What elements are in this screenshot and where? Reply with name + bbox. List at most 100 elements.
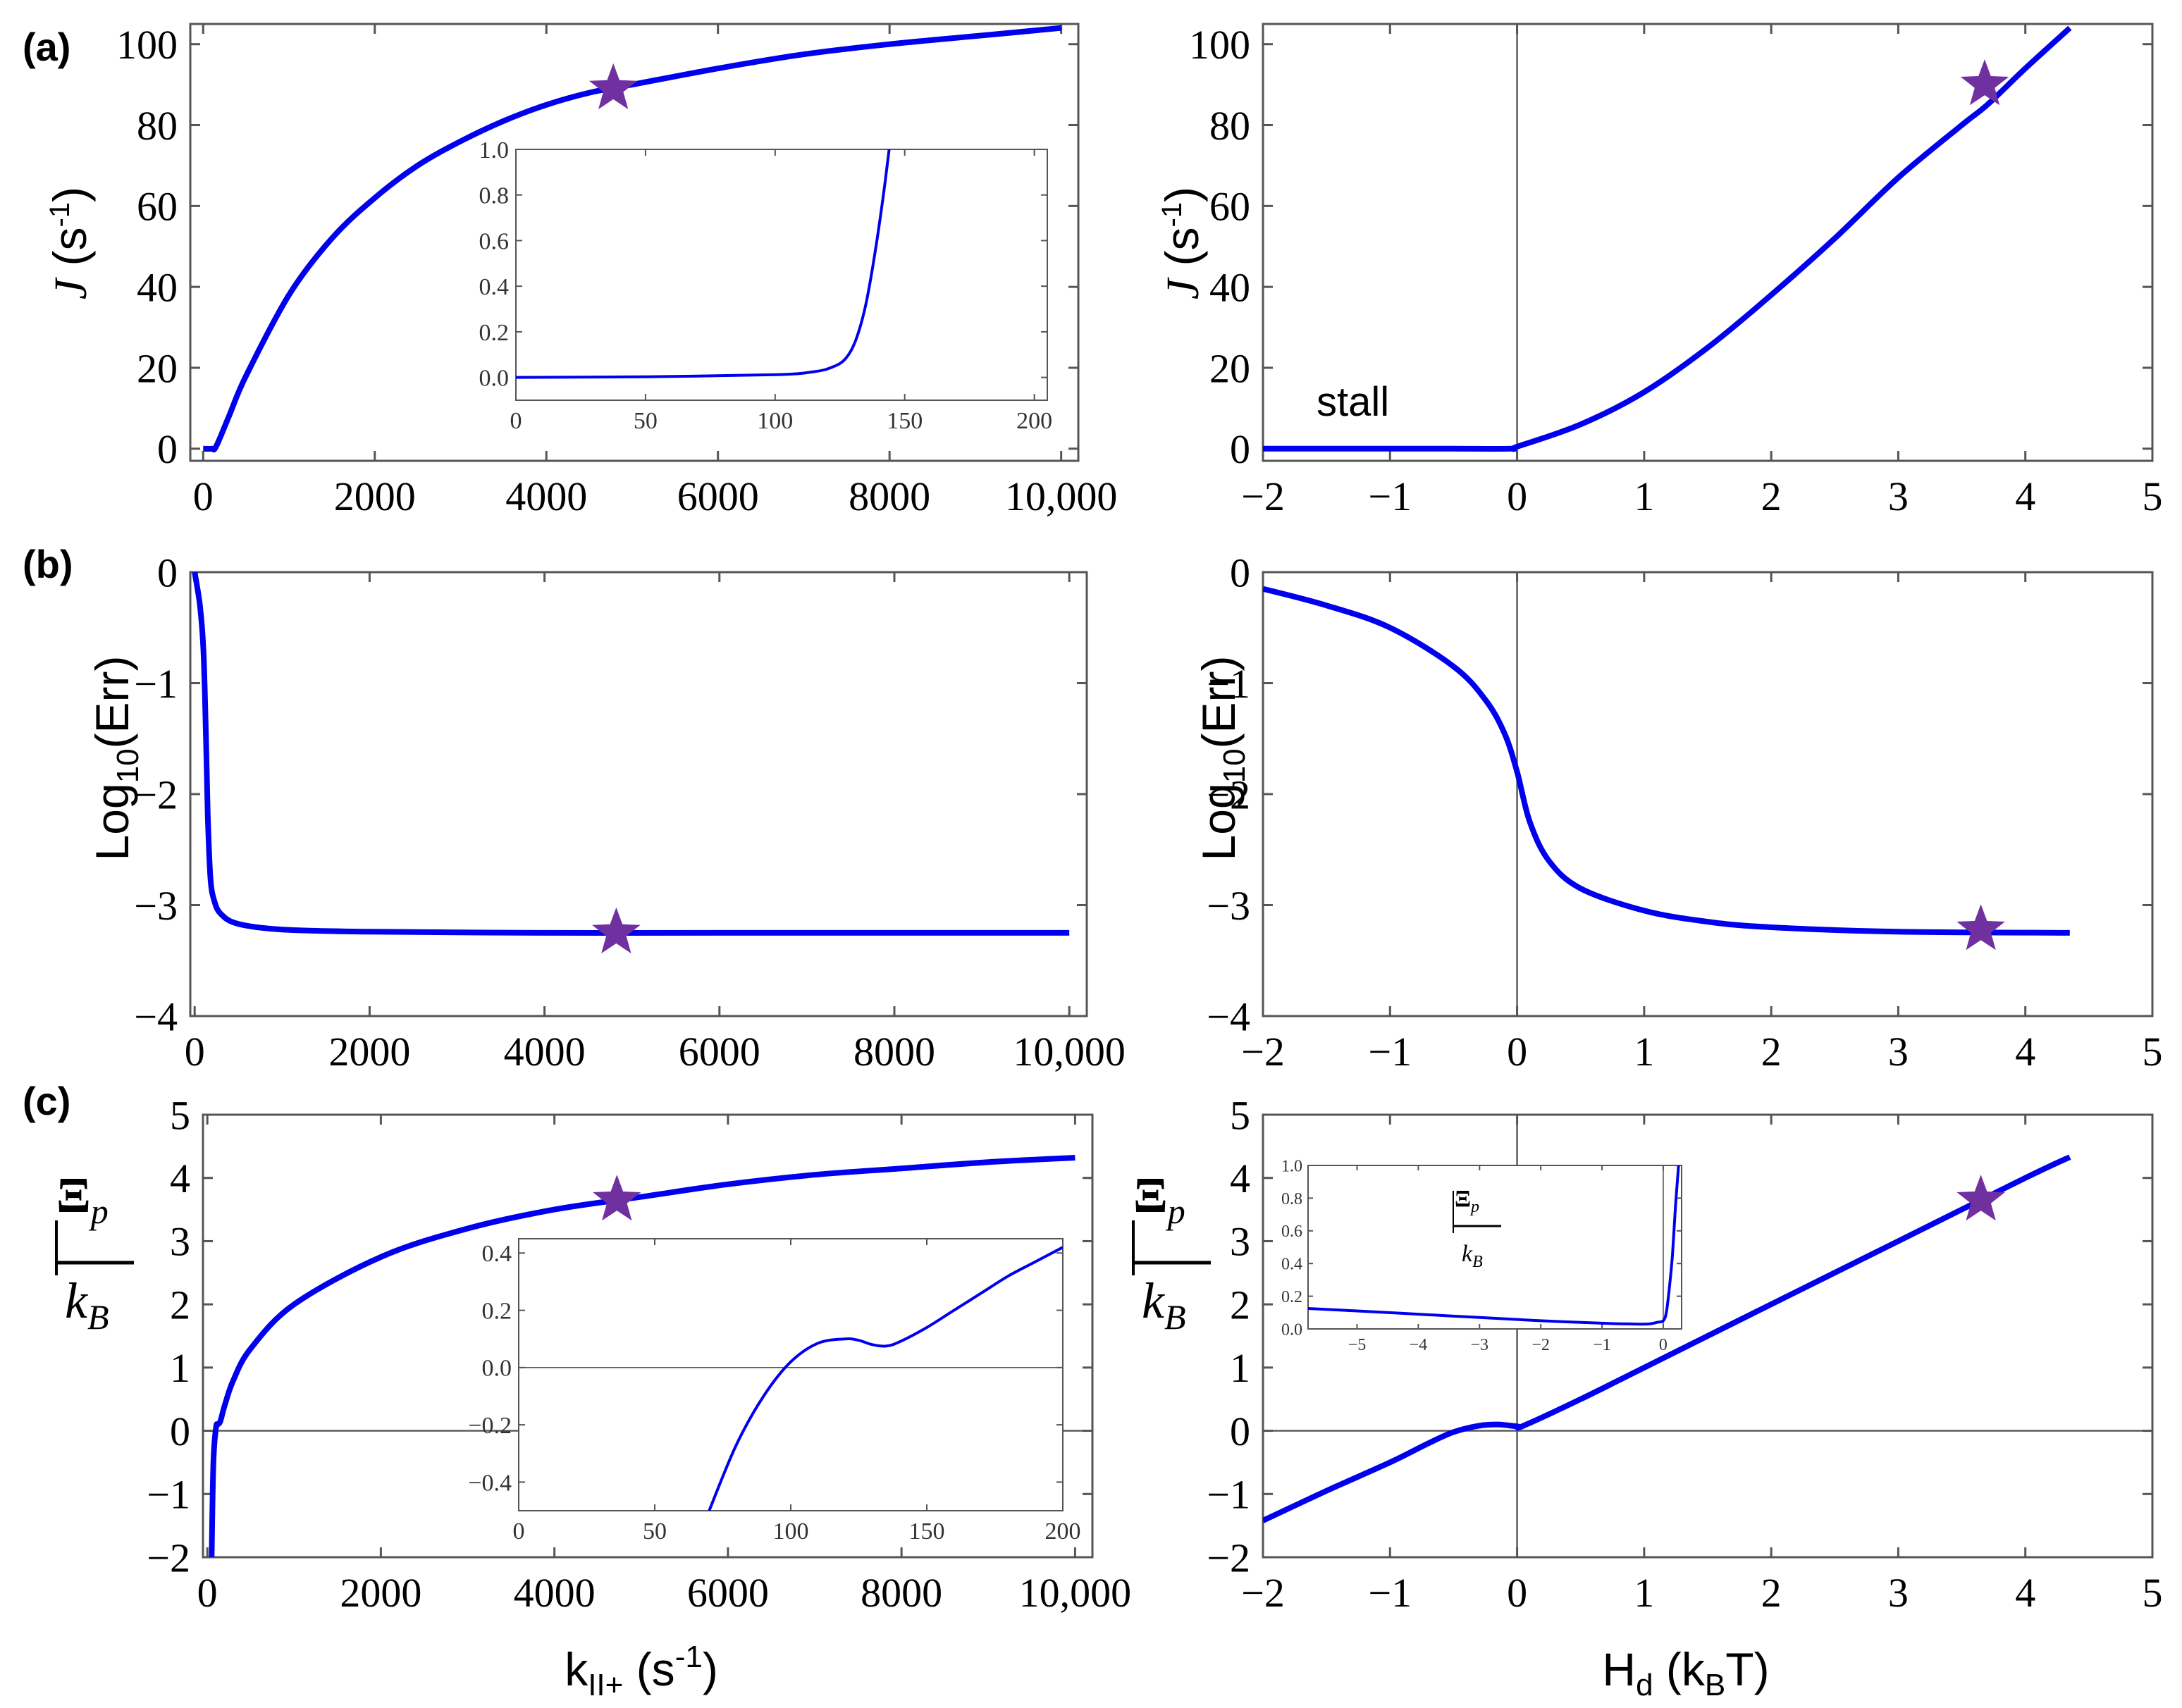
y-tick-label: 0.2 <box>479 320 510 346</box>
y-tick-label: −1 <box>147 1472 190 1518</box>
y-title-sub: 10 <box>111 748 145 783</box>
x-tick-label: −1 <box>1368 474 1412 519</box>
x-tick-label: −5 <box>1348 1336 1367 1354</box>
y-tick-label: 100 <box>1189 22 1250 68</box>
inset-series-line-c-left <box>708 1246 1063 1511</box>
y-tick-label: 4 <box>1230 1156 1250 1201</box>
x-tick-label: 0 <box>1659 1336 1668 1354</box>
svg-text:Ξp: Ξp <box>56 1167 109 1231</box>
y-tick-label: 0.0 <box>1281 1320 1302 1339</box>
series-line-a-left <box>203 25 1062 453</box>
plot-frame <box>518 1238 1064 1511</box>
xi-num: Ξ <box>56 1167 91 1223</box>
x-tick-label: 150 <box>887 408 923 434</box>
inset-series-line-c-right <box>1308 1165 1680 1326</box>
y-tick-label: 2 <box>1230 1282 1250 1328</box>
x-tick-label: 5 <box>2143 1029 2163 1075</box>
y-tick-label: 60 <box>137 184 178 230</box>
x-axis-title-left: kII+ (s-1) <box>565 1640 718 1702</box>
chart-panel-b-left: 0 2000 4000 6000 8000 10,000 −4 −3 −2 −1 0 <box>134 550 1126 1075</box>
y-tick-label: −3 <box>1207 883 1250 929</box>
xi-den-sub: B <box>1472 1253 1483 1271</box>
x-title-unit: (k <box>1653 1643 1706 1695</box>
y-axis-title-b-left: Log10(Err) <box>86 655 145 860</box>
x-tick-label: 4 <box>2015 474 2035 519</box>
plot-frame <box>1307 1165 1682 1330</box>
x-tick-label: 10,000 <box>1013 1029 1126 1075</box>
x-tick-label: −1 <box>1368 1029 1412 1075</box>
x-tick-label: 4000 <box>514 1570 596 1616</box>
y-tick-label: 80 <box>1209 103 1250 149</box>
xi-den: k <box>65 1273 89 1329</box>
star-marker-b-right <box>1956 904 2005 951</box>
x-title-sub: II+ <box>588 1668 623 1702</box>
xi-sub: p <box>89 1192 109 1231</box>
y-title-sub: 10 <box>1217 748 1252 783</box>
chart-panel-c-right: −2 −1 0 1 2 3 4 5 −2 −1 0 1 2 3 4 5 −5 −4 −3 −2 −1 0 0.0 0.2 0.4… <box>1207 1092 2162 1616</box>
y-tick-label: −3 <box>134 883 178 929</box>
x-tick-label: 0 <box>513 1518 525 1545</box>
x-title-unit: (s <box>623 1643 674 1695</box>
x-tick-label: 5 <box>2143 474 2163 519</box>
y-axis-title-c-left: Ξp kB <box>55 1167 134 1337</box>
star-marker-b-left <box>592 907 641 953</box>
y-tick-label: −0.2 <box>468 1413 512 1439</box>
x-tick-label: 2 <box>1761 1570 1782 1616</box>
y-title-close: (Err) <box>86 655 138 748</box>
y-title-close: ) <box>44 187 96 202</box>
y-tick-label: 1.0 <box>479 137 510 163</box>
xi-den: k <box>1462 1241 1473 1267</box>
y-tick-label: 3 <box>1230 1219 1250 1265</box>
xi-den: k <box>1142 1273 1166 1329</box>
x-tick-label: −2 <box>1241 474 1285 519</box>
inset-c-left: 0 50 100 150 200 −0.4 −0.2 0.0 0.2 0.4 <box>468 1238 1081 1545</box>
x-title-sub: d <box>1636 1668 1653 1702</box>
series-line-a-right <box>1263 25 2072 452</box>
y-title-main: J <box>45 277 97 299</box>
y-tick-label: 0.0 <box>479 366 510 392</box>
y-tick-label: −1 <box>1207 1472 1250 1518</box>
y-title-close: ) <box>1156 187 1208 202</box>
y-tick-label: 2 <box>170 1282 190 1328</box>
y-tick-label: 80 <box>137 103 178 149</box>
x-tick-label: 50 <box>643 1518 667 1545</box>
x-tick-label: 4 <box>2015 1570 2035 1616</box>
y-title-main: Log <box>1192 783 1245 860</box>
y-tick-label: −0.4 <box>468 1470 512 1496</box>
x-tick-label: 2000 <box>328 1029 410 1075</box>
y-tick-label: 1 <box>1230 1345 1250 1391</box>
x-tick-label: −3 <box>1471 1336 1489 1354</box>
y-title-unit: (s <box>44 227 96 278</box>
x-tick-label: 8000 <box>861 1570 942 1616</box>
x-tick-label: −1 <box>1593 1336 1611 1354</box>
y-title-sup: -1 <box>44 202 75 228</box>
plot-frame <box>1262 23 2154 462</box>
x-tick-label: 100 <box>773 1518 809 1545</box>
y-tick-label: 1.0 <box>1281 1157 1302 1175</box>
x-tick-label: 0 <box>197 1570 218 1616</box>
y-tick-label: 0 <box>1230 1409 1250 1454</box>
x-tick-label: 1 <box>1634 1029 1654 1075</box>
x-tick-label: 200 <box>1016 408 1052 434</box>
x-tick-label: 3 <box>1888 474 1909 519</box>
x-tick-label: 0 <box>510 408 522 434</box>
x-tick-label: 10,000 <box>1005 474 1118 519</box>
y-tick-label: 0 <box>157 426 178 472</box>
x-title-close: T) <box>1725 1643 1769 1695</box>
y-tick-label: −1 <box>1207 661 1250 707</box>
y-title-unit: (s <box>1156 227 1208 278</box>
y-tick-label: −2 <box>1207 1535 1250 1580</box>
xi-den-sub: B <box>1164 1297 1186 1337</box>
chart-panel-a-right: −2 −1 0 1 2 3 4 5 0 20 40 60 80 100 <box>1189 22 2163 519</box>
y-tick-label: −2 <box>134 772 178 817</box>
xi-sub: p <box>1469 1198 1479 1216</box>
y-tick-label: −4 <box>134 994 178 1039</box>
x-title-main: H <box>1602 1643 1636 1695</box>
panel-label-a: (a) <box>23 25 70 69</box>
x-tick-label: −4 <box>1410 1336 1428 1354</box>
panel-label-b: (b) <box>23 542 73 586</box>
x-title-close: ) <box>703 1643 718 1695</box>
x-axis-title-right: Hd (kBT) <box>1602 1643 1769 1702</box>
x-tick-label: 1 <box>1634 474 1654 519</box>
